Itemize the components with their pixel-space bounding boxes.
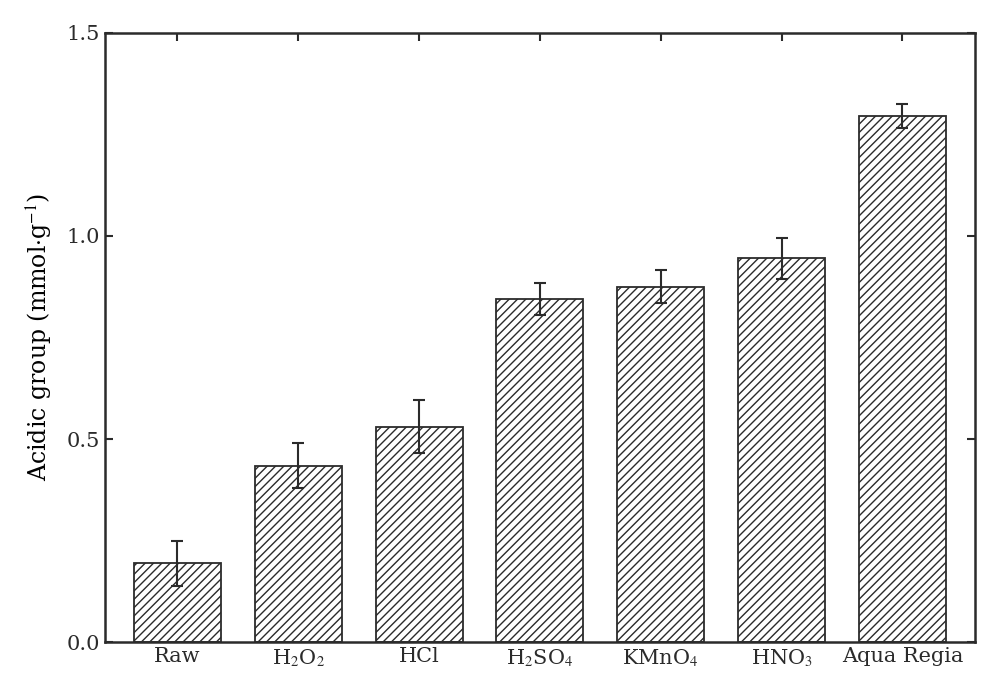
Bar (859, 116, 946, 643)
Bar (376, 427, 463, 643)
Bar (496, 299, 583, 643)
Bar (255, 466, 342, 643)
Bar (738, 258, 825, 643)
Bar (134, 563, 221, 643)
Bar (617, 287, 704, 643)
Y-axis label: Acidic group (mmol$\cdot$g$^{-1}$): Acidic group (mmol$\cdot$g$^{-1}$) (25, 194, 55, 482)
